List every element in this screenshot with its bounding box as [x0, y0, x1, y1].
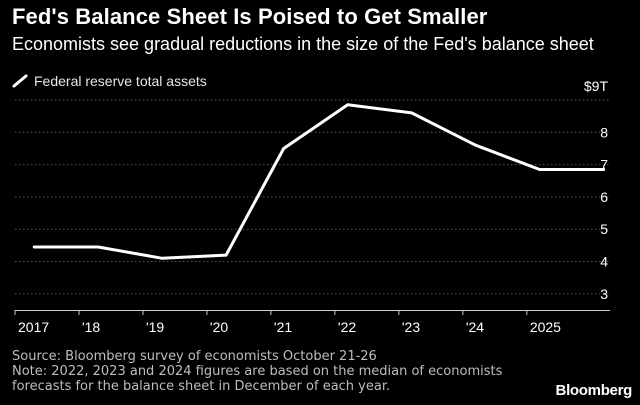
bloomberg-logo: Bloomberg	[555, 382, 633, 399]
x-tick-label: '22	[338, 319, 356, 335]
chart-title: Fed's Balance Sheet Is Poised to Get Sma…	[12, 4, 488, 29]
note-line-1: Note: 2022, 2023 and 2024 figures are ba…	[12, 364, 503, 379]
y-unit-label: $9T	[584, 78, 609, 94]
y-tick-label: 5	[600, 221, 608, 237]
y-tick-label: 7	[600, 157, 608, 173]
grid-lines	[15, 99, 610, 295]
x-tick-label: '23	[402, 319, 420, 335]
x-tick-label: '19	[146, 319, 164, 335]
chart-legend: Federal reserve total assets	[12, 71, 207, 91]
y-axis-ticks: 3 4 5 6 7 8 $9T	[584, 78, 609, 302]
y-tick-label: 8	[600, 124, 608, 140]
y-tick-label: 3	[600, 286, 608, 302]
x-tick-label: '18	[82, 319, 100, 335]
x-tick-label: 2017	[18, 319, 49, 335]
x-tick-label: '24	[466, 319, 484, 335]
footnote: Source: Bloomberg survey of economists O…	[12, 349, 502, 394]
series-line-federal-reserve-total-assets	[32, 103, 606, 260]
chart-subtitle: Economists see gradual reductions in the…	[12, 34, 594, 54]
x-tick-label: '20	[210, 319, 228, 335]
legend-line-icon	[12, 74, 28, 88]
series-layer	[32, 103, 606, 260]
note-line-2: forecasts for the balance sheet in Decem…	[12, 379, 391, 394]
y-tick-label: 4	[600, 254, 608, 270]
source-note: Source: Bloomberg survey of economists O…	[12, 349, 377, 364]
x-axis: 2017 '18 '19 '20 '21 '22 '23 '24 2025	[14, 310, 610, 335]
x-tick-label: '21	[274, 319, 292, 335]
x-tick-label: 2025	[530, 319, 561, 335]
line-chart: 3 4 5 6 7 8 $9T 2017 '18 '19 '20 '21 '22 '23 '24 2025	[14, 78, 610, 335]
y-tick-label: 6	[600, 189, 608, 205]
legend-label: Federal reserve total assets	[34, 73, 207, 89]
